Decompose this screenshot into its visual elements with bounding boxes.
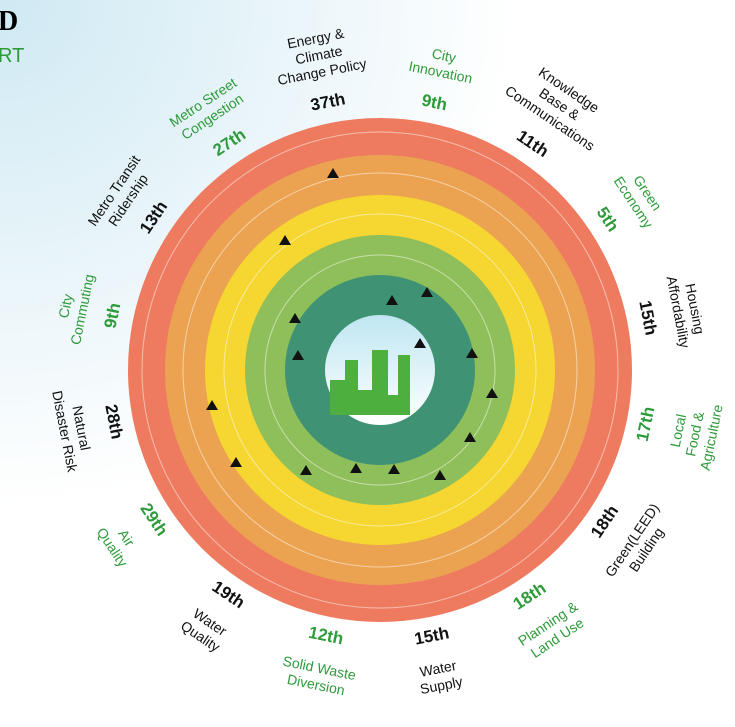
- rank: 9th: [420, 91, 449, 115]
- label-line: City: [55, 293, 75, 320]
- header-subtitle: RT: [0, 45, 24, 67]
- label-line: Local: [667, 413, 689, 449]
- label-line: City: [431, 45, 458, 65]
- markers: [206, 168, 498, 480]
- header-title: D: [0, 6, 18, 37]
- rings: [128, 118, 632, 622]
- label-line: Water: [418, 657, 458, 680]
- rank: 9th: [101, 301, 125, 330]
- label: HousingAffordability: [664, 271, 710, 349]
